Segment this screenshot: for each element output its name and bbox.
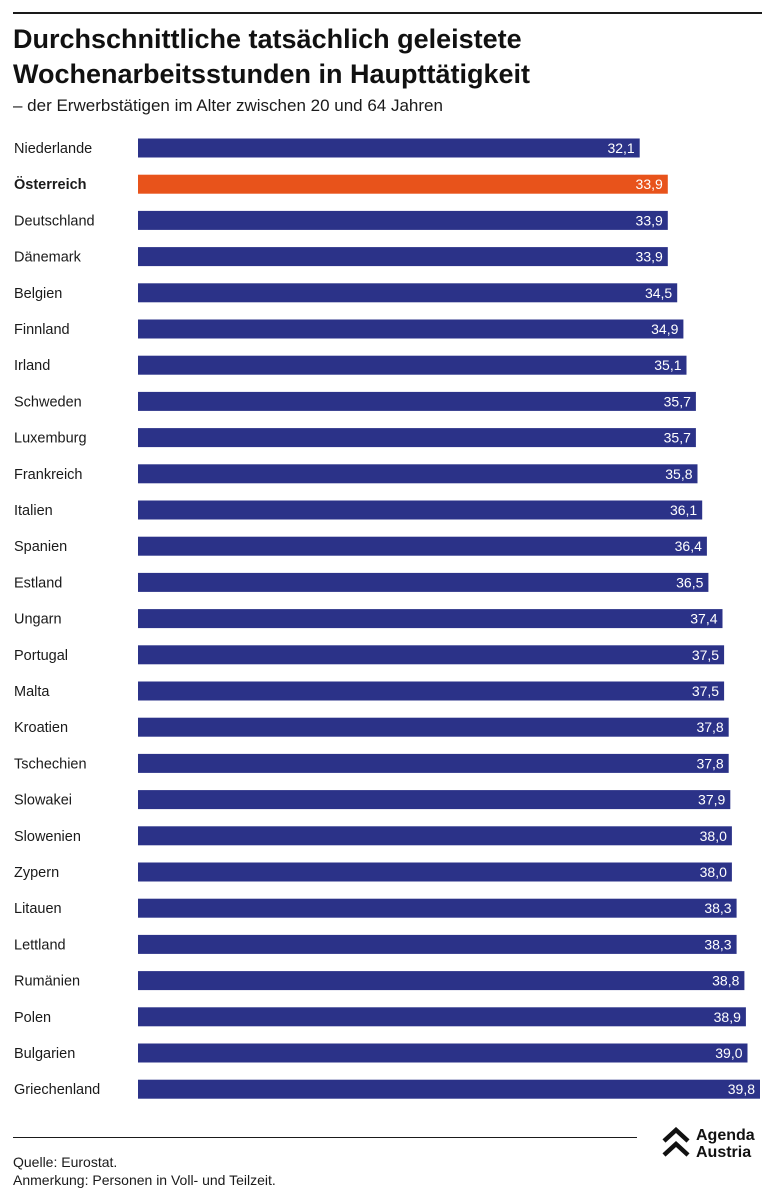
category-label-irland: Irland — [14, 358, 50, 374]
bar-finnland — [138, 319, 684, 339]
bar-schweden — [138, 391, 696, 411]
bar-daenemark — [138, 247, 668, 267]
category-label-schweden: Schweden — [14, 394, 82, 410]
value-label-zypern: 38,0 — [700, 864, 727, 880]
bar-rumaenien — [138, 971, 745, 991]
bar-litauen — [138, 898, 737, 918]
logo-line-1: Agenda — [696, 1127, 755, 1144]
bar-portugal — [138, 645, 725, 665]
category-label-portugal: Portugal — [14, 648, 68, 664]
category-label-niederlande: Niederlande — [14, 141, 92, 157]
annotation-note: Anmerkung: Personen in Voll- und Teilzei… — [13, 1172, 276, 1188]
bar-belgien — [138, 283, 678, 303]
bar-bulgarien — [138, 1043, 748, 1063]
bar-niederlande — [138, 138, 640, 158]
category-label-spanien: Spanien — [14, 539, 67, 555]
category-label-bulgarien: Bulgarien — [14, 1046, 75, 1062]
category-label-tschechien: Tschechien — [14, 756, 87, 772]
agenda-austria-logo: Agenda Austria — [661, 1127, 766, 1163]
category-label-finnland: Finnland — [14, 322, 70, 338]
category-label-frankreich: Frankreich — [14, 467, 83, 483]
value-label-deutschland: 33,9 — [636, 212, 663, 228]
logo-line-2: Austria — [696, 1144, 752, 1161]
source-note: Quelle: Eurostat. — [13, 1154, 118, 1170]
value-label-bulgarien: 39,0 — [715, 1045, 742, 1061]
value-label-ungarn: 37,4 — [690, 611, 717, 627]
bar-tschechien — [138, 753, 729, 773]
value-label-estland: 36,5 — [676, 574, 703, 590]
category-label-lettland: Lettland — [14, 937, 66, 953]
value-label-polen: 38,9 — [714, 1009, 741, 1025]
bottom-rule — [13, 1137, 637, 1138]
category-label-italien: Italien — [14, 503, 53, 519]
value-label-schweden: 35,7 — [664, 393, 691, 409]
value-label-oesterreich: 33,9 — [636, 176, 663, 192]
value-label-italien: 36,1 — [670, 502, 697, 518]
value-label-lettland: 38,3 — [704, 936, 731, 952]
bar-estland — [138, 572, 709, 592]
category-label-estland: Estland — [14, 575, 62, 591]
value-label-tschechien: 37,8 — [696, 755, 723, 771]
category-label-malta: Malta — [14, 684, 50, 700]
category-label-belgien: Belgien — [14, 286, 62, 302]
chevron-up-logo-icon — [662, 1127, 690, 1157]
value-label-niederlande: 32,1 — [607, 140, 634, 156]
category-label-zypern: Zypern — [14, 865, 59, 881]
value-label-griechenland: 39,8 — [728, 1081, 755, 1097]
value-label-malta: 37,5 — [692, 683, 719, 699]
category-label-ungarn: Ungarn — [14, 612, 62, 628]
value-label-belgien: 34,5 — [645, 285, 672, 301]
bar-kroatien — [138, 717, 729, 737]
category-label-kroatien: Kroatien — [14, 720, 68, 736]
bar-spanien — [138, 536, 707, 556]
value-label-litauen: 38,3 — [704, 900, 731, 916]
bar-ungarn — [138, 609, 723, 629]
category-label-daenemark: Dänemark — [14, 250, 82, 266]
bar-frankreich — [138, 464, 698, 484]
value-label-rumaenien: 38,8 — [712, 973, 739, 989]
value-label-portugal: 37,5 — [692, 647, 719, 663]
value-label-irland: 35,1 — [654, 357, 681, 373]
bar-polen — [138, 1007, 746, 1027]
bar-oesterreich — [138, 174, 668, 194]
value-label-slowakei: 37,9 — [698, 792, 725, 808]
value-label-spanien: 36,4 — [675, 538, 702, 554]
bar-italien — [138, 500, 703, 520]
bar-slowakei — [138, 790, 731, 810]
bar-irland — [138, 355, 687, 375]
category-label-slowakei: Slowakei — [14, 793, 72, 809]
category-label-rumaenien: Rumänien — [14, 974, 80, 990]
value-label-frankreich: 35,8 — [665, 466, 692, 482]
bar-zypern — [138, 862, 732, 882]
category-label-slowenien: Slowenien — [14, 829, 81, 845]
bar-chart: Niederlande 32,1 Österreich 33,9 Deutschland… — [14, 138, 760, 1099]
value-label-kroatien: 37,8 — [696, 719, 723, 735]
value-label-daenemark: 33,9 — [636, 249, 663, 265]
chart-subtitle: – der Erwerbstätigen im Alter zwischen 2… — [13, 96, 443, 115]
value-label-luxemburg: 35,7 — [664, 430, 691, 446]
value-label-finnland: 34,9 — [651, 321, 678, 337]
bar-lettland — [138, 934, 737, 954]
bar-griechenland — [138, 1079, 760, 1099]
bar-malta — [138, 681, 725, 701]
category-label-griechenland: Griechenland — [14, 1082, 100, 1098]
chart-title: Durchschnittliche tatsächlich geleistete… — [13, 24, 531, 89]
category-label-polen: Polen — [14, 1010, 51, 1026]
bar-slowenien — [138, 826, 732, 846]
category-label-litauen: Litauen — [14, 901, 62, 917]
bar-deutschland — [138, 210, 668, 230]
top-rule — [13, 12, 762, 14]
category-label-luxemburg: Luxemburg — [14, 431, 87, 447]
bar-luxemburg — [138, 428, 696, 448]
logo-wordmark: Agenda Austria — [696, 1127, 755, 1161]
category-label-oesterreich: Österreich — [14, 176, 87, 193]
value-label-slowenien: 38,0 — [700, 828, 727, 844]
category-label-deutschland: Deutschland — [14, 213, 95, 229]
